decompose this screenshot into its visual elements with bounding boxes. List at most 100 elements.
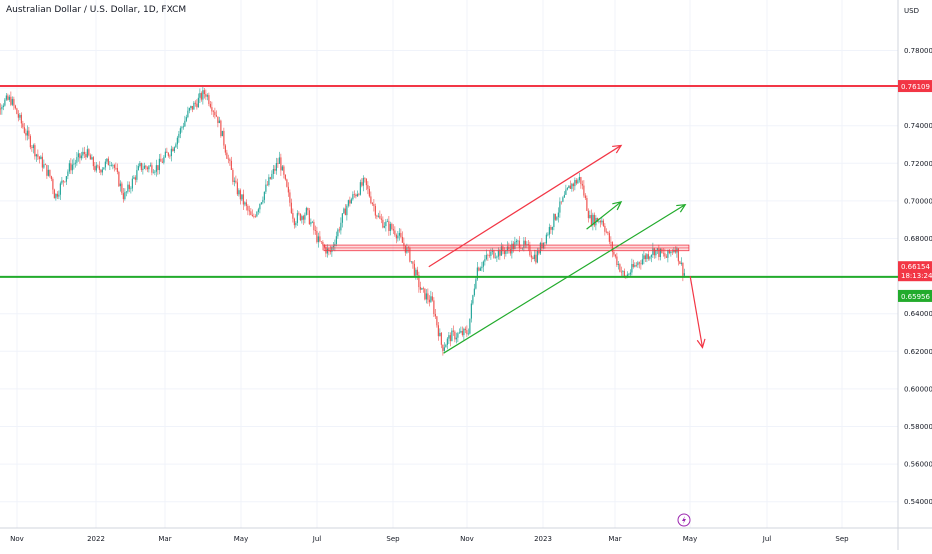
candle-body [89,155,91,160]
candle-body [404,245,406,253]
candle-body [64,181,66,183]
candle-body [415,269,417,276]
candle-body [623,271,625,277]
candle-body [436,316,438,326]
candle-body [127,184,129,192]
candle-body [557,212,559,218]
candle-body [62,180,64,182]
candle-body [587,210,589,219]
candle-body [490,251,492,256]
candle-body [262,199,264,203]
candle-body [98,166,100,170]
candle-body [634,265,636,267]
candle-body [674,249,676,253]
candle-body [379,215,381,219]
candle-body [380,218,382,220]
candle-body [86,149,88,158]
candle-body [295,222,297,226]
candle-body [280,157,282,171]
candle-body [320,241,322,243]
candle-body [2,105,4,107]
candle-body [592,214,594,226]
candle-body [4,99,6,106]
x-tick-label: Sep [835,535,849,543]
candle-body [16,108,18,114]
candle-body [329,250,331,253]
candle-body [589,215,591,219]
candle-body [449,335,451,342]
arrowhead-channel-upper [612,144,623,154]
candle-body [514,242,516,249]
candle-body [281,166,283,171]
candle-body [467,333,469,335]
candle-body [485,254,487,260]
candle-body [265,184,267,192]
candle-body [452,330,454,332]
candle-body [616,256,618,266]
candle-body [400,232,402,237]
candle-body [43,164,45,168]
candle-body [37,154,39,157]
candle-body [649,256,651,259]
candle-body [559,201,561,213]
candle-body [545,234,547,244]
candle-body [29,136,31,148]
candle-body [349,200,351,204]
x-tick-label: Nov [460,535,474,543]
candle-body [392,229,394,231]
candle-body [355,194,357,197]
candle-body [428,299,430,303]
candle-body [119,183,121,187]
candle-body [553,213,555,227]
candle-body [466,330,468,335]
candle-body [376,215,378,217]
candle-body [413,263,415,276]
candle-body [662,252,664,254]
candle-body [113,164,115,168]
candle-body [439,332,441,337]
candle-body [487,254,489,256]
candle-body [431,296,433,301]
candle-body [394,230,396,235]
candle-body [80,155,82,159]
y-tick-label: 0.54000 [904,498,932,506]
candle-body [76,157,78,163]
candle-body [158,158,160,171]
candle-body [538,250,540,254]
candle-body [253,216,255,217]
candle-body [259,203,261,210]
candle-body [506,246,508,251]
candle-body [478,267,480,271]
candle-body [566,188,568,190]
candle-body [0,108,1,110]
candle-body [110,165,112,166]
candle-body [22,123,24,128]
candle-body [670,251,672,254]
candle-body [26,130,28,136]
candle-body [103,167,105,170]
candle-body [101,169,103,173]
candle-body [112,164,114,166]
candle-body [655,249,657,256]
candle-body [173,147,175,152]
candle-body [503,251,505,254]
y-tick-label: 0.56000 [904,461,932,469]
candle-body [455,337,457,340]
grid-lines [0,0,898,528]
candle-body [83,151,85,154]
candle-body [451,330,453,342]
candle-body [314,230,316,231]
candle-body [641,259,643,265]
countdown-label: 18:13:24 [901,272,932,280]
candle-body [547,234,549,236]
candle-body [116,168,118,172]
y-tick-label: 0.78000 [904,47,932,55]
candle-body [322,242,324,246]
candle-body [55,193,57,199]
candle-body [137,166,139,171]
candle-body [256,211,258,217]
candle-body [337,229,339,237]
candle-body [134,177,136,180]
candle-body [335,236,337,244]
